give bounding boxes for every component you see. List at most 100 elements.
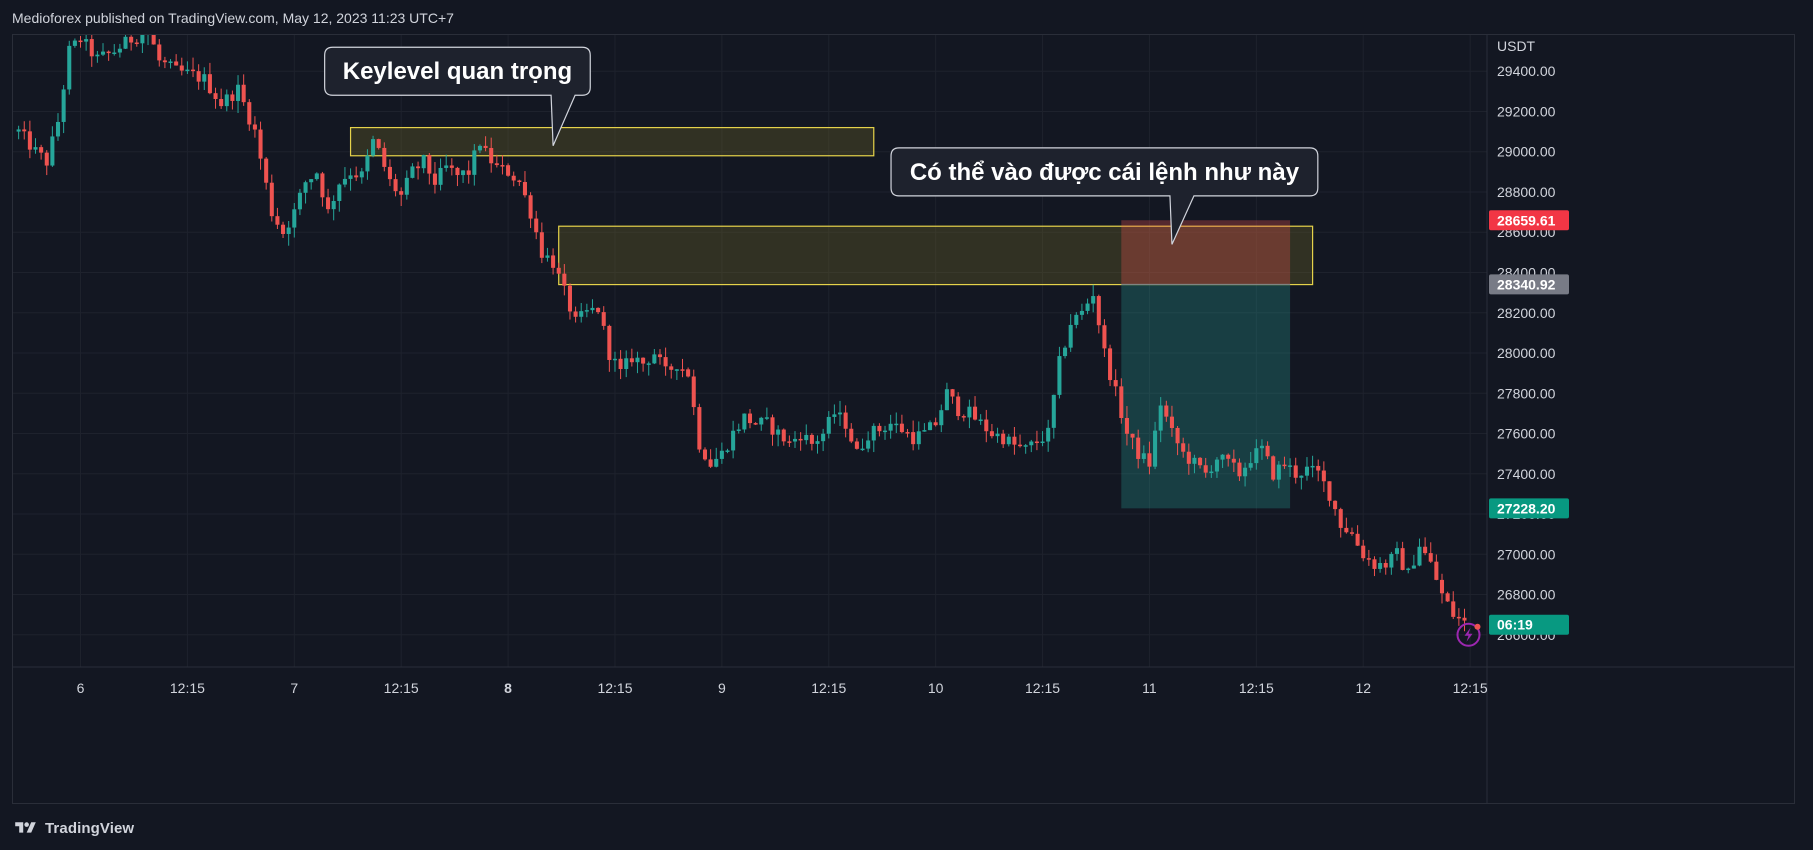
x-tick-label: 11 — [1142, 680, 1157, 696]
candle — [1164, 400, 1169, 422]
candle — [956, 392, 961, 421]
callout-keylevel[interactable]: Keylevel quan trọng — [324, 46, 591, 146]
candle — [579, 303, 584, 323]
y-tick-label: 28000.00 — [1497, 345, 1556, 361]
x-tick-label: 9 — [718, 680, 726, 696]
candle — [556, 262, 561, 275]
svg-text:27228.20: 27228.20 — [1497, 500, 1556, 516]
candle — [843, 405, 848, 438]
candle — [1130, 433, 1135, 450]
y-tick-label: 27600.00 — [1497, 426, 1556, 442]
candle — [219, 88, 224, 109]
stop-loss-zone[interactable] — [1121, 220, 1291, 285]
entry-zone[interactable] — [558, 225, 1314, 286]
candle — [33, 138, 38, 154]
candle — [387, 159, 392, 187]
lightning-alert-icon[interactable] — [1456, 622, 1481, 647]
candle — [517, 179, 522, 186]
candle — [399, 187, 404, 207]
candle — [1153, 421, 1158, 470]
candle — [1451, 591, 1456, 620]
candle — [804, 424, 809, 445]
candle — [1096, 294, 1101, 334]
callout-text: Keylevel quan trọng — [343, 58, 572, 85]
candle — [1394, 541, 1400, 561]
x-tick-label: 12:15 — [1025, 680, 1060, 696]
candle — [331, 195, 336, 221]
candle — [438, 158, 443, 191]
candle — [1462, 608, 1467, 632]
candle — [697, 403, 702, 453]
candle — [596, 307, 601, 315]
candle — [984, 409, 989, 443]
candle — [809, 433, 814, 451]
candle — [1057, 346, 1062, 399]
candle — [1051, 394, 1056, 439]
candle — [950, 388, 955, 404]
candle — [1344, 517, 1349, 534]
candle — [72, 38, 77, 48]
publisher-caption: Medioforex published on TradingView.com,… — [12, 10, 454, 26]
candle — [100, 43, 106, 57]
candle — [1445, 591, 1450, 602]
candle — [1310, 455, 1315, 478]
candle — [928, 420, 933, 431]
candle — [286, 220, 291, 246]
candle — [539, 222, 544, 264]
candle — [635, 351, 640, 374]
candle — [421, 154, 426, 174]
candle — [1355, 525, 1360, 546]
candle — [641, 357, 646, 372]
candle — [1181, 437, 1186, 458]
price-badge: 28340.92 — [1489, 274, 1569, 295]
candle — [894, 412, 899, 433]
candle — [461, 170, 466, 183]
candle — [202, 67, 207, 91]
candle — [162, 56, 167, 69]
candle — [404, 170, 409, 200]
candle — [781, 428, 786, 446]
candle — [905, 428, 910, 438]
candle — [837, 400, 843, 426]
candle — [826, 411, 831, 439]
candle — [1254, 439, 1259, 470]
candlestick-chart[interactable]: Keylevel quan trọng Có thể vào được cái l… — [13, 35, 1794, 803]
candle — [1282, 456, 1287, 469]
chart-frame[interactable]: Keylevel quan trọng Có thể vào được cái l… — [12, 34, 1795, 804]
candle — [337, 183, 342, 212]
candle — [376, 138, 381, 150]
y-tick-label: 28800.00 — [1497, 184, 1556, 200]
y-tick-label: 29400.00 — [1497, 63, 1556, 79]
candle — [16, 125, 21, 140]
candle — [1243, 462, 1248, 487]
candle — [309, 178, 314, 190]
candle — [995, 427, 1000, 443]
candle — [1400, 541, 1405, 571]
candle — [117, 43, 122, 58]
candle — [567, 283, 572, 320]
candle — [562, 264, 567, 296]
candle — [1456, 608, 1461, 626]
candle — [89, 35, 94, 67]
candle — [511, 171, 516, 187]
candle — [1293, 457, 1298, 484]
candle — [663, 347, 668, 376]
candle — [764, 407, 769, 421]
candle — [1316, 459, 1321, 482]
candle — [776, 425, 781, 447]
candle — [1102, 319, 1107, 358]
candle — [618, 350, 623, 380]
candle — [230, 90, 235, 110]
callout-entry[interactable]: Có thể vào được cái lệnh như này — [890, 147, 1319, 245]
candle — [320, 171, 325, 207]
candle — [1175, 425, 1180, 456]
candle — [1372, 556, 1377, 577]
candle — [1417, 538, 1422, 567]
candle — [112, 44, 117, 56]
y-tick-label: 27800.00 — [1497, 385, 1556, 401]
price-badge: 28659.61 — [1489, 210, 1569, 231]
candle — [506, 163, 511, 177]
keylevel-zone[interactable] — [349, 126, 875, 157]
tradingview-logo-icon — [15, 822, 36, 833]
candle — [179, 57, 184, 76]
